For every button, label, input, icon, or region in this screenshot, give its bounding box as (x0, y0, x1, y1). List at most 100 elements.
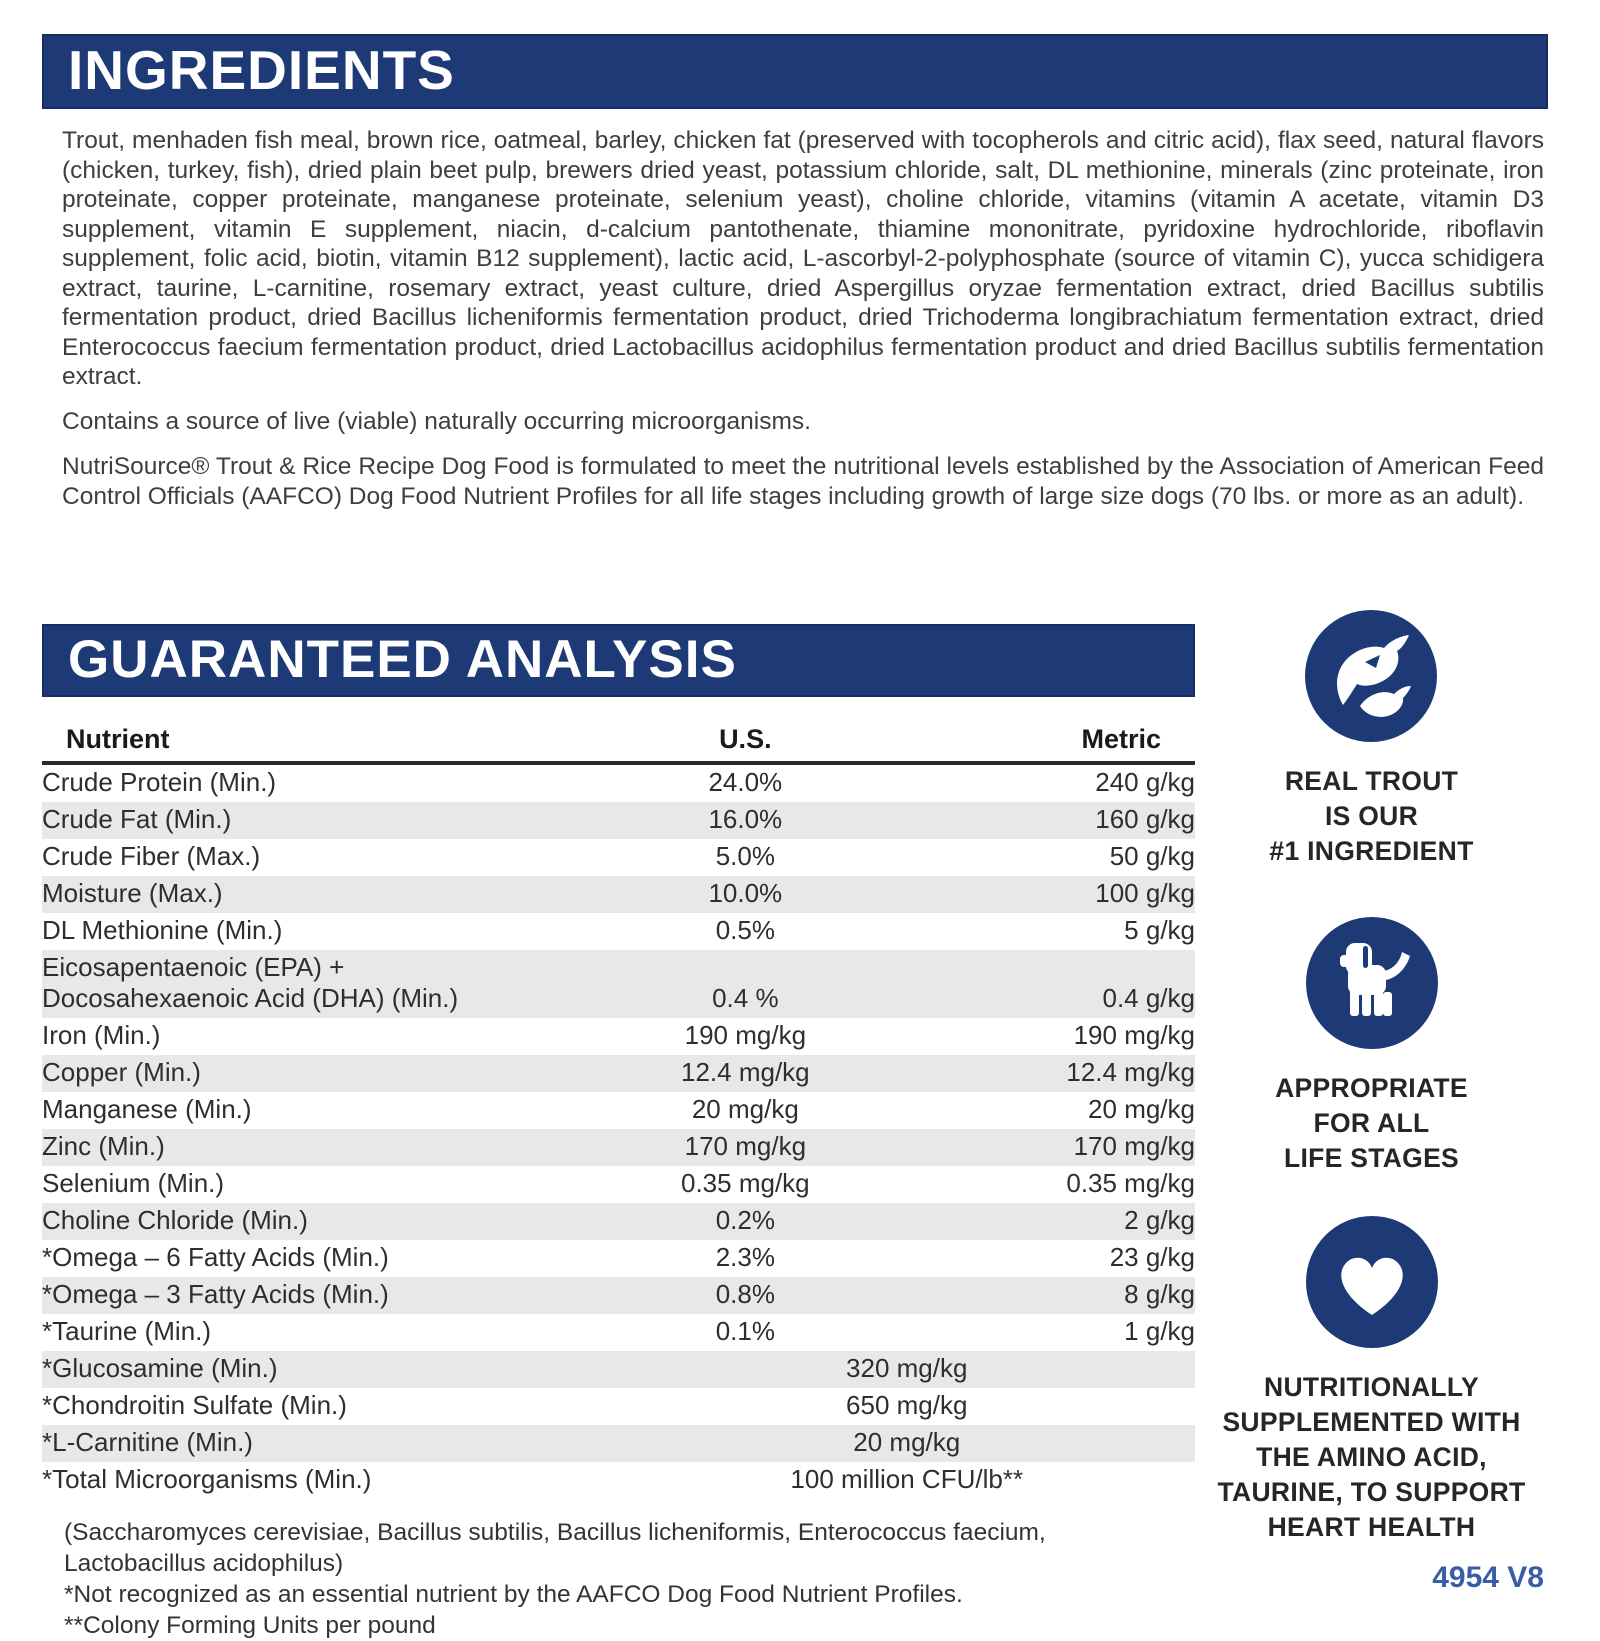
nutrient-cell: *Total Microorganisms (Min.) (42, 1463, 372, 1494)
nutrient-cell: DL Methionine (Min.) (42, 914, 283, 945)
us-value-cell: 2.3% (715, 1241, 775, 1272)
metric-value-cell: 190 mg/kg (1073, 1019, 1195, 1050)
nutrient-cell: Crude Fat (Min.) (42, 803, 232, 834)
metric-value-cell: 5 g/kg (1124, 914, 1195, 945)
us-value-cell: 0.2% (715, 1204, 775, 1235)
heart-icon (1305, 1215, 1438, 1348)
nutrient-cell: Moisture (Max.) (42, 877, 223, 908)
us-value-cell: 16.0% (708, 803, 783, 834)
metric-value-cell: 1 g/kg (1124, 1315, 1195, 1346)
us-value-cell: 0.35 mg/kg (681, 1167, 810, 1198)
metric-value-cell: 2 g/kg (1124, 1204, 1195, 1235)
analysis-row: *Chondroitin Sulfate (Min.) 650 mg/kg (42, 1388, 1195, 1425)
metric-value-cell: 0.4 g/kg (1102, 982, 1195, 1013)
metric-value-cell: 170 mg/kg (1073, 1130, 1195, 1161)
nutrient-cell: *Omega – 3 Fatty Acids (Min.) (42, 1278, 389, 1309)
analysis-row: DL Methionine (Min.) 0.5% 5 g/kg (42, 913, 1195, 950)
us-value-cell: 0.5% (715, 914, 775, 945)
us-column-header: U.S. (618, 722, 873, 765)
us-value-cell: 20 mg/kg (691, 1093, 799, 1124)
analysis-row: *Omega – 3 Fatty Acids (Min.) 0.8% 8 g/kg (42, 1276, 1195, 1314)
nutrient-cell: *Taurine (Min.) (42, 1315, 212, 1346)
metric-column-header: Metric (872, 722, 1195, 765)
analysis-row: *Taurine (Min.) 0.1% 1 g/kg (42, 1314, 1195, 1351)
analysis-row: Moisture (Max.) 10.0% 100 g/kg (42, 875, 1195, 913)
guaranteed-analysis-table: Nutrient U.S. Metric Crude Protein (Min.… (42, 722, 1195, 1499)
analysis-row: Crude Fat (Min.) 16.0% 160 g/kg (42, 801, 1195, 839)
real-trout-badge: REAL TROUT IS OUR #1 INGREDIENT (1269, 609, 1474, 869)
nutrient-cell: Choline Chloride (Min.) (42, 1204, 308, 1235)
analysis-row: Crude Protein (Min.) 24.0% 240 g/kg (42, 763, 1195, 802)
analysis-column: GUARANTEED ANALYSIS Nutrient U.S. Metric… (42, 623, 1195, 1641)
us-value-cell: 170 mg/kg (684, 1130, 807, 1161)
puppy-icon (1305, 916, 1438, 1049)
combined-value-cell: 320 mg/kg (846, 1352, 968, 1383)
metric-value-cell: 8 g/kg (1124, 1278, 1195, 1309)
metric-value-cell: 0.35 mg/kg (1066, 1167, 1195, 1198)
nutrient-cell: Manganese (Min.) (42, 1093, 252, 1124)
nutrient-cell: *Omega – 6 Fatty Acids (Min.) (42, 1241, 389, 1272)
nutrient-cell: Crude Protein (Min.) (42, 766, 277, 797)
analysis-row: Selenium (Min.) 0.35 mg/kg 0.35 mg/kg (42, 1166, 1195, 1203)
us-value-cell: 5.0% (715, 840, 775, 871)
aafco-statement: NutriSource® Trout & Rice Recipe Dog Foo… (62, 452, 1544, 510)
metric-value-cell: 240 g/kg (1095, 766, 1195, 797)
us-value-cell: 12.4 mg/kg (681, 1056, 810, 1087)
analysis-row: *L-Carnitine (Min.) 20 mg/kg (42, 1424, 1195, 1462)
nutrient-cell: Eicosapentaenoic (EPA) + Docosahexaenoic… (42, 951, 459, 1013)
ingredients-paragraph: Trout, menhaden fish meal, brown rice, o… (62, 127, 1544, 390)
analysis-row: Zinc (Min.) 170 mg/kg 170 mg/kg (42, 1128, 1195, 1166)
nutrient-column-header: Nutrient (42, 722, 619, 765)
analysis-row: Copper (Min.) 12.4 mg/kg 12.4 mg/kg (42, 1054, 1195, 1092)
nutrient-cell: Zinc (Min.) (42, 1130, 165, 1161)
life-stages-badge: APPROPRIATE FOR ALL LIFE STAGES (1275, 916, 1468, 1176)
nutrient-cell: Copper (Min.) (42, 1056, 201, 1087)
us-value-cell: 0.1% (715, 1315, 775, 1346)
guaranteed-analysis-header: GUARANTEED ANALYSIS (42, 623, 1195, 697)
nutrient-cell: Iron (Min.) (42, 1019, 161, 1050)
analysis-row: Choline Chloride (Min.) 0.2% 2 g/kg (42, 1202, 1195, 1240)
analysis-row: *Glucosamine (Min.) 320 mg/kg (42, 1350, 1195, 1388)
life-stages-label: APPROPRIATE FOR ALL LIFE STAGES (1275, 1072, 1468, 1173)
combined-value-cell: 100 million CFU/lb** (790, 1463, 1024, 1494)
metric-value-cell: 50 g/kg (1109, 840, 1195, 871)
footnotes: (Saccharomyces cerevisiae, Bacillus subt… (64, 1517, 1195, 1641)
analysis-row: *Total Microorganisms (Min.) 100 million … (42, 1462, 1195, 1499)
trout-icon (1305, 609, 1438, 742)
product-code: 4954 V8 (1432, 1560, 1544, 1594)
microorganism-species-footnote: (Saccharomyces cerevisiae, Bacillus subt… (64, 1518, 1046, 1577)
analysis-section: GUARANTEED ANALYSIS Nutrient U.S. Metric… (42, 609, 1548, 1641)
aafco-footnote: *Not recognized as an essential nutrient… (64, 1580, 963, 1608)
combined-value-cell: 650 mg/kg (846, 1389, 968, 1420)
nutrient-cell: *Glucosamine (Min.) (42, 1352, 278, 1383)
badge-column: REAL TROUT IS OUR #1 INGREDIENT (1195, 609, 1548, 1641)
nutrient-cell: Selenium (Min.) (42, 1167, 225, 1198)
cfu-footnote: **Colony Forming Units per pound (64, 1611, 436, 1639)
metric-value-cell: 23 g/kg (1109, 1241, 1195, 1272)
combined-value-cell: 20 mg/kg (853, 1426, 961, 1457)
metric-value-cell: 20 mg/kg (1088, 1093, 1195, 1124)
real-trout-label: REAL TROUT IS OUR #1 INGREDIENT (1269, 765, 1474, 866)
table-head: Nutrient U.S. Metric (42, 722, 1195, 765)
us-value-cell: 24.0% (708, 766, 783, 797)
metric-value-cell: 160 g/kg (1095, 803, 1195, 834)
us-value-cell: 0.8% (715, 1278, 775, 1309)
header-row: Nutrient U.S. Metric (42, 722, 1195, 765)
analysis-row: Manganese (Min.) 20 mg/kg 20 mg/kg (42, 1092, 1195, 1129)
analysis-row: Crude Fiber (Max.) 5.0% 50 g/kg (42, 839, 1195, 876)
ingredients-header: INGREDIENTS (42, 34, 1548, 109)
nutrient-cell: *L-Carnitine (Min.) (42, 1426, 253, 1457)
us-value-cell: 190 mg/kg (684, 1019, 807, 1050)
metric-value-cell: 12.4 mg/kg (1066, 1056, 1195, 1087)
nutrient-cell: Crude Fiber (Max.) (42, 840, 261, 871)
us-value-cell: 0.4 % (712, 982, 779, 1013)
us-value-cell: 10.0% (708, 877, 783, 908)
microorganisms-note: Contains a source of live (viable) natur… (62, 407, 811, 435)
analysis-row: *Omega – 6 Fatty Acids (Min.) 2.3% 23 g/kg (42, 1240, 1195, 1277)
heart-health-label: NUTRITIONALLY SUPPLEMENTED WITH THE AMIN… (1217, 1371, 1526, 1542)
heart-health-badge: NUTRITIONALLY SUPPLEMENTED WITH THE AMIN… (1217, 1215, 1526, 1545)
nutrient-cell: *Chondroitin Sulfate (Min.) (42, 1389, 347, 1420)
analysis-row: Eicosapentaenoic (EPA) + Docosahexaenoic… (42, 949, 1195, 1018)
table-body: Crude Protein (Min.) 24.0% 240 g/kg Crude F… (42, 763, 1195, 1499)
